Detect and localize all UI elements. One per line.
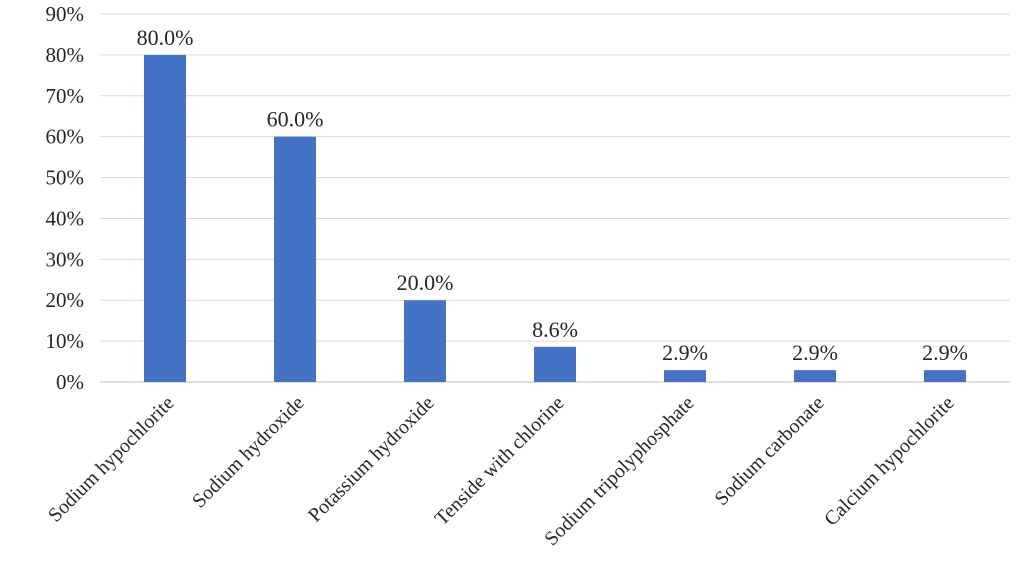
bars [144, 54, 966, 383]
category-label: Sodium hypochlorite [44, 392, 179, 527]
y-tick-label: 20% [46, 288, 85, 312]
y-tick-label: 40% [46, 206, 85, 230]
data-label: 2.9% [922, 340, 968, 365]
y-tick-label: 80% [46, 43, 85, 67]
y-tick-label: 50% [46, 166, 85, 190]
y-tick-label: 0% [56, 370, 84, 394]
bar [924, 370, 966, 382]
category-label: Sodium tripolyphosphate [540, 392, 698, 550]
bar [144, 54, 186, 383]
y-tick-label: 90% [46, 2, 85, 26]
category-label: Tenside with chlorine [431, 392, 569, 530]
bar [664, 370, 706, 382]
y-tick-label: 60% [46, 125, 85, 149]
gridlines [100, 13, 1010, 383]
category-label: Sodium hydroxide [188, 392, 309, 513]
y-axis-tick-labels: 0% 10% 20% 30% 40% 50% 60% 70% 80% 90% [46, 2, 85, 394]
category-label: Calcium hypochlorite [820, 392, 959, 531]
bar [404, 300, 446, 382]
data-label: 8.6% [532, 317, 578, 342]
data-label: 60.0% [267, 107, 324, 132]
category-label: Sodium carbonate [710, 392, 828, 510]
data-label: 80.0% [137, 25, 194, 50]
x-axis-category-labels: Sodium hypochlorite Sodium hydroxidePotas… [44, 392, 959, 550]
y-tick-label: 30% [46, 247, 85, 271]
bar [794, 370, 836, 382]
y-tick-label: 70% [46, 84, 85, 108]
data-labels: 80.0% 60.0% 20.0% 8.6% 2.9% 2.9% 2.9% [137, 25, 968, 365]
data-label: 2.9% [662, 340, 708, 365]
data-label: 2.9% [792, 340, 838, 365]
y-tick-label: 10% [46, 329, 85, 353]
bar [274, 136, 316, 382]
bar [534, 346, 576, 382]
data-label: 20.0% [397, 270, 454, 295]
category-label: Potassium hydroxide [304, 392, 439, 527]
